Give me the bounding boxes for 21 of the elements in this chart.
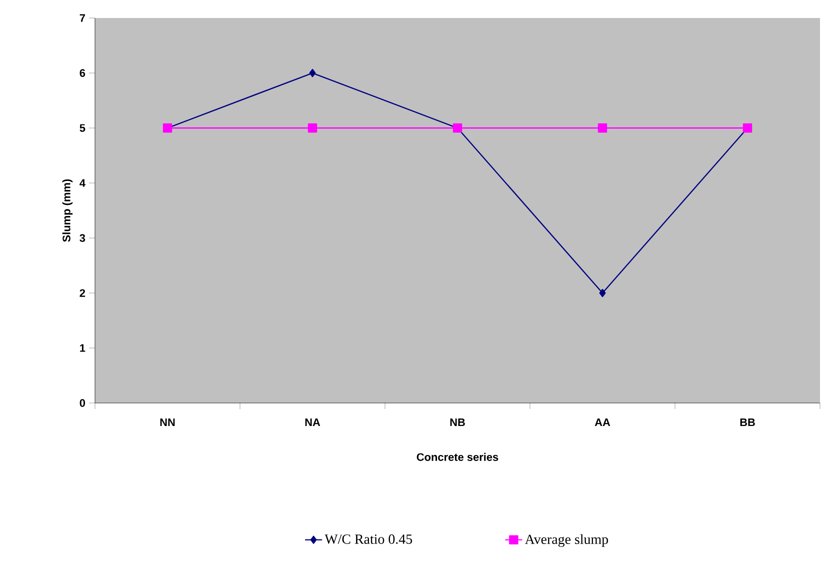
x-axis-title: Concrete series — [416, 452, 498, 461]
point — [308, 123, 318, 133]
point — [598, 123, 608, 133]
y-tick-label: 7 — [80, 14, 85, 22]
y-tick-label: 2 — [80, 289, 86, 297]
y-tick-label: 3 — [80, 234, 86, 242]
point — [309, 68, 316, 78]
y-tick-label: 6 — [80, 69, 86, 77]
y-tick-label: 5 — [80, 124, 86, 132]
y-tick-label: 1 — [80, 344, 86, 352]
legend-label: W/C Ratio 0.45 — [324, 534, 412, 544]
x-tick-label: NA — [305, 418, 320, 426]
y-axis-title: Slump (mm) — [62, 179, 73, 242]
x-tick-label: NB — [450, 418, 465, 426]
x-tick-label: BB — [740, 418, 755, 426]
x-tick-label: NN — [160, 418, 175, 426]
y-tick-label: 0 — [80, 399, 86, 407]
y-tick-label: 4 — [80, 179, 86, 187]
point — [599, 288, 606, 298]
legend-label: Average slump — [524, 534, 608, 547]
x-tick-label: AA — [594, 418, 610, 426]
